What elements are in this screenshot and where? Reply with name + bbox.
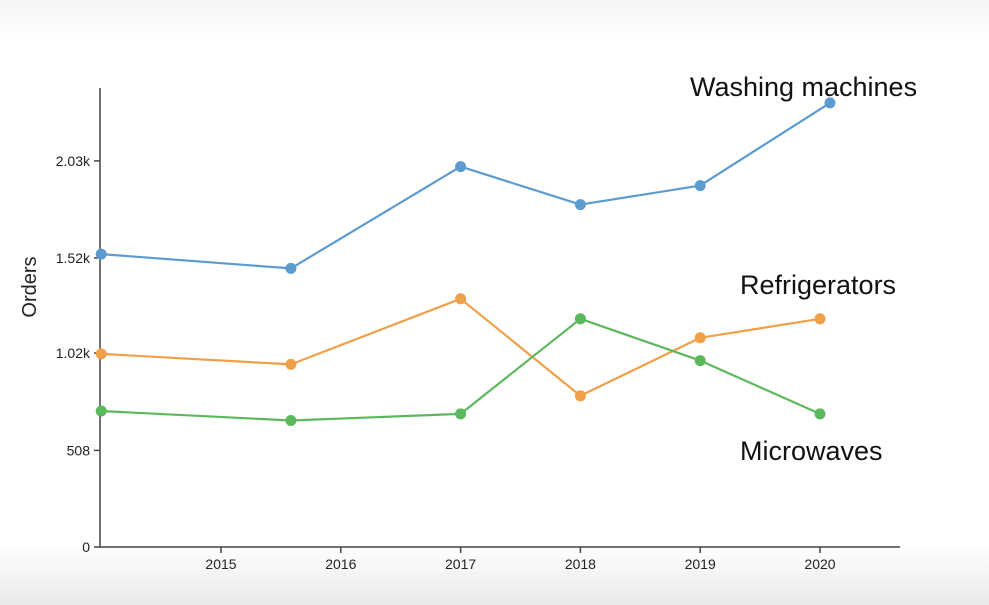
data-point bbox=[95, 348, 107, 360]
data-point bbox=[455, 293, 467, 305]
y-tick-label: 2.03k bbox=[56, 153, 91, 169]
data-point bbox=[824, 97, 836, 109]
series-labels: Washing machines Refrigerators Microwaves bbox=[690, 72, 917, 466]
data-point bbox=[694, 180, 706, 192]
series-washing-machines bbox=[95, 97, 836, 274]
x-tick-label: 2017 bbox=[445, 556, 476, 572]
axes bbox=[99, 88, 900, 548]
data-point bbox=[95, 248, 107, 260]
series-refrigerators bbox=[95, 293, 826, 402]
x-tick-label: 2019 bbox=[685, 556, 716, 572]
data-point bbox=[455, 408, 467, 420]
data-point bbox=[574, 313, 586, 325]
data-point bbox=[285, 358, 297, 370]
data-point bbox=[285, 415, 297, 426]
series-line bbox=[100, 101, 832, 270]
y-tick-label: 0 bbox=[82, 539, 90, 555]
data-point bbox=[574, 199, 586, 211]
y-tick-label: 1.52k bbox=[56, 250, 91, 266]
series-line bbox=[100, 317, 822, 422]
series-label: Microwaves bbox=[740, 436, 883, 466]
y-tick-label: 508 bbox=[67, 442, 91, 458]
series-label: Washing machines bbox=[690, 72, 917, 102]
series-layer bbox=[95, 97, 836, 426]
x-tick-label: 2015 bbox=[205, 556, 236, 572]
data-point bbox=[285, 262, 297, 274]
data-point bbox=[455, 161, 467, 173]
y-ticks: 0 508 1.02k 1.52k 2.03k bbox=[56, 153, 100, 555]
data-point bbox=[814, 408, 826, 420]
data-point bbox=[814, 313, 826, 325]
x-tick-label: 2016 bbox=[325, 556, 356, 572]
y-tick-label: 1.02k bbox=[56, 345, 91, 361]
x-ticks: 2015 2016 2017 2018 2019 2020 bbox=[205, 547, 836, 572]
series-line bbox=[100, 297, 822, 397]
x-tick-label: 2018 bbox=[565, 556, 596, 572]
data-point bbox=[694, 332, 706, 344]
data-point bbox=[694, 355, 706, 367]
data-point bbox=[574, 390, 586, 402]
data-point bbox=[95, 405, 107, 417]
x-tick-label: 2020 bbox=[804, 556, 835, 572]
series-microwaves bbox=[95, 313, 826, 426]
y-axis-title: Orders bbox=[19, 256, 41, 317]
series-label: Refrigerators bbox=[740, 270, 896, 300]
